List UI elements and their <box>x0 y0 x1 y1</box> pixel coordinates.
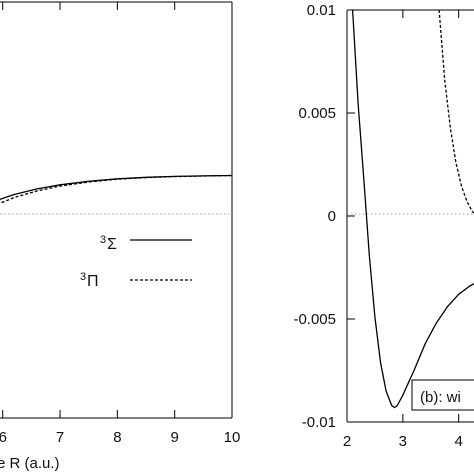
panel-a-series-2-line <box>0 174 233 204</box>
panel-b-y-tick-label: 0 <box>328 208 336 225</box>
panel-b-annotation-box <box>411 379 474 411</box>
panel-a-x-tick-label: 9 <box>171 429 179 446</box>
panel-b-y-tick-label: 0.01 <box>307 2 336 19</box>
panel-b-series <box>351 9 474 409</box>
panel-a-x-tick-label: 7 <box>56 429 64 446</box>
panel-b-x-tick-label: 2 <box>343 433 351 450</box>
legend-pi-sup: 3 <box>80 271 86 283</box>
panel-a-legend: 3 Σ 3 Π <box>80 234 192 290</box>
panel-b: 0.01 0.005 0 -0.005 -0.01 2 3 4 (b): wi <box>293 2 474 450</box>
panel-a-series <box>0 174 233 204</box>
panel-b-y-tick-label: 0.005 <box>298 105 336 122</box>
panel-a-x-tick-label: 6 <box>0 429 7 446</box>
panel-b-series-2-line <box>438 9 474 214</box>
panel-b-series-1-line <box>351 9 474 409</box>
panel-b-x-ticks: 2 3 4 <box>343 10 463 450</box>
panel-a-x-label: e R (a.u.) <box>0 455 60 472</box>
panel-b-y-tick-label: -0.01 <box>302 414 336 431</box>
legend-pi-label: Π <box>87 273 99 290</box>
legend-sigma-sup: 3 <box>100 234 106 246</box>
panel-a-x-tick-label: 10 <box>224 429 241 446</box>
panel-b-annotation: (b): wi <box>420 389 461 406</box>
panel-b-x-tick-label: 3 <box>399 433 407 450</box>
panel-b-y-ticks: 0.01 0.005 0 -0.005 -0.01 <box>293 2 355 431</box>
panel-a: 6 7 8 9 10 3 Σ 3 Π e R (a.u.) <box>0 1 240 472</box>
panel-b-x-tick-label: 4 <box>454 433 462 450</box>
panel-b-y-tick-label: -0.005 <box>293 311 336 328</box>
panel-a-x-ticks: 6 7 8 9 10 <box>0 2 240 446</box>
legend-sigma-label: Σ <box>107 236 117 253</box>
panel-a-x-tick-label: 8 <box>113 429 121 446</box>
